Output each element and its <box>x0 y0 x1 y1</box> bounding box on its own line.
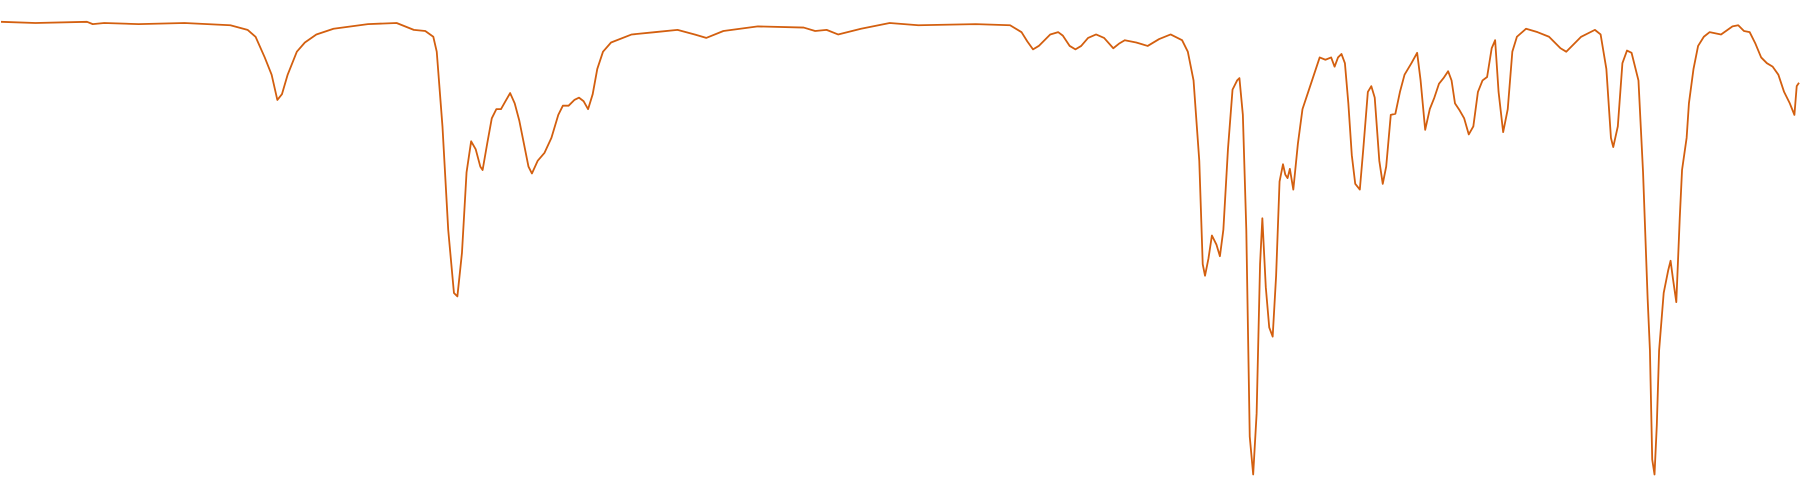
spectrum-line <box>0 20 1800 476</box>
